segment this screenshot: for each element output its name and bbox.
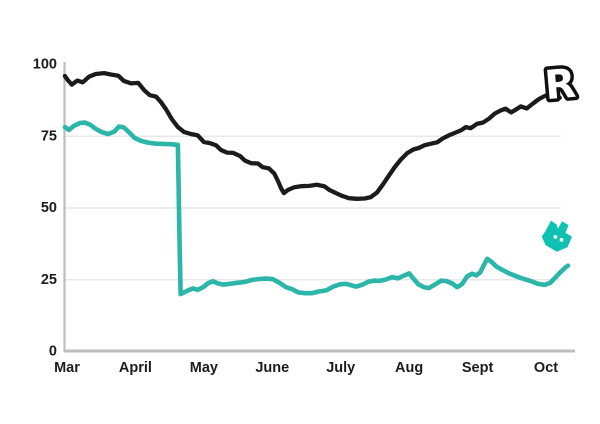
revolut-logo: R xyxy=(539,57,581,110)
x-axis-tick-label: Oct xyxy=(534,360,558,376)
x-axis-tick-label: Sept xyxy=(462,360,494,376)
revolut-logo-letter: R xyxy=(543,61,578,110)
deliveroo-eye xyxy=(559,237,564,242)
series-line-revolut xyxy=(62,70,562,201)
x-axis-tick-label: Aug xyxy=(395,360,423,376)
deliveroo-logo xyxy=(541,220,572,252)
y-axis-tick-label: 25 xyxy=(41,272,57,288)
x-axis-tick-label: June xyxy=(255,360,289,376)
y-axis-tick-label: 100 xyxy=(33,57,57,73)
y-axis-tick-label: 75 xyxy=(41,128,57,144)
y-axis-tick-label: 0 xyxy=(49,344,57,360)
x-axis-tick-label: Mar xyxy=(54,360,80,376)
y-axis-tick-label: 50 xyxy=(41,200,57,216)
series-line-deliveroo xyxy=(62,120,571,297)
x-axis-tick-label: July xyxy=(326,360,355,376)
x-axis-tick-label: May xyxy=(190,360,218,376)
deliveroo-eye xyxy=(553,235,558,239)
x-axis-tick-label: April xyxy=(119,360,152,376)
